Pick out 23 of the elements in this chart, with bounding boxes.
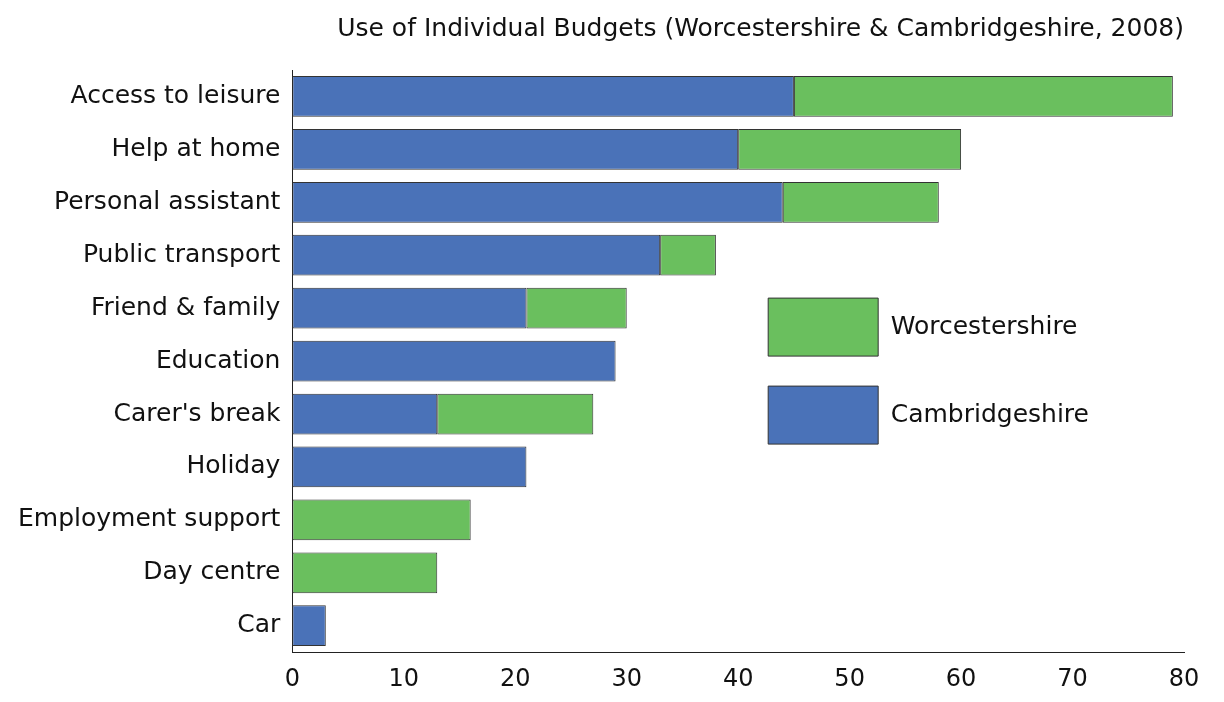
y-tick-label: Holiday <box>186 450 281 480</box>
y-tick-label: Help at home <box>111 132 281 162</box>
y-tick-label: Friend & family <box>90 291 281 321</box>
y-tick-label: Public transport <box>82 238 281 268</box>
x-tick-label: 10 <box>388 663 420 692</box>
y-tick-label: Car <box>237 609 282 639</box>
y-tick-label: Personal assistant <box>54 185 281 215</box>
chart-title: Use of Individual Budgets (Worcestershire & Cambridgeshire, 2008) <box>337 12 1184 42</box>
y-tick-label: Employment support <box>17 503 281 533</box>
x-tick-label: 80 <box>1168 663 1200 692</box>
x-tick-label: 0 <box>284 663 301 692</box>
x-tick-label: 70 <box>1057 663 1088 692</box>
legend-label: Cambridgeshire <box>890 398 1089 428</box>
y-tick-label: Education <box>155 344 281 374</box>
x-tick-label: 50 <box>834 663 865 692</box>
x-tick-label: 30 <box>611 663 642 692</box>
y-tick-label: Access to leisure <box>70 79 281 109</box>
x-tick-label: 40 <box>722 663 754 692</box>
y-tick-label: Carer's break <box>113 397 281 427</box>
x-tick-label: 20 <box>500 663 531 692</box>
legend-label: Worcestershire <box>890 310 1078 340</box>
y-tick-label: Day centre <box>143 556 281 586</box>
x-tick-label: 60 <box>945 663 977 692</box>
